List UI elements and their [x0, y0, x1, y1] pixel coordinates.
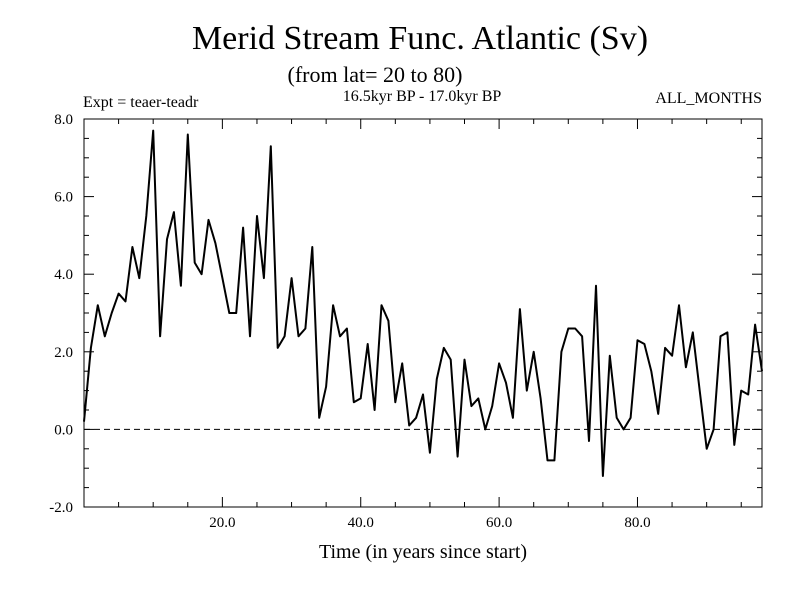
y-tick-label: 2.0 — [54, 345, 73, 361]
series-line — [83, 129, 763, 477]
chart-subtitle: (from lat= 20 to 80) — [288, 62, 463, 87]
y-tick-label: 4.0 — [54, 267, 73, 283]
chart-title: Merid Stream Func. Atlantic (Sv) — [192, 20, 648, 57]
y-tick-label: 8.0 — [54, 112, 73, 128]
experiment-label: Expt = teaer-teadr — [83, 94, 199, 111]
axis-ticks — [84, 118, 762, 508]
period-label: 16.5kyr BP - 17.0kyr BP — [343, 88, 502, 105]
months-label: ALL_MONTHS — [655, 90, 762, 107]
x-tick-label: 40.0 — [348, 515, 374, 531]
x-axis-label: Time (in years since start) — [319, 541, 527, 563]
axis-tick-labels: -2.0 0.0 2.0 4.0 6.0 8.0 20.0 40.0 60.0 80.0 — [49, 112, 650, 531]
y-tick-label: -2.0 — [49, 500, 73, 516]
x-tick-label: 80.0 — [624, 515, 650, 531]
y-tick-label: 0.0 — [54, 422, 73, 438]
x-tick-label: 20.0 — [209, 515, 235, 531]
x-tick-label: 60.0 — [486, 515, 512, 531]
y-tick-label: 6.0 — [54, 190, 73, 206]
